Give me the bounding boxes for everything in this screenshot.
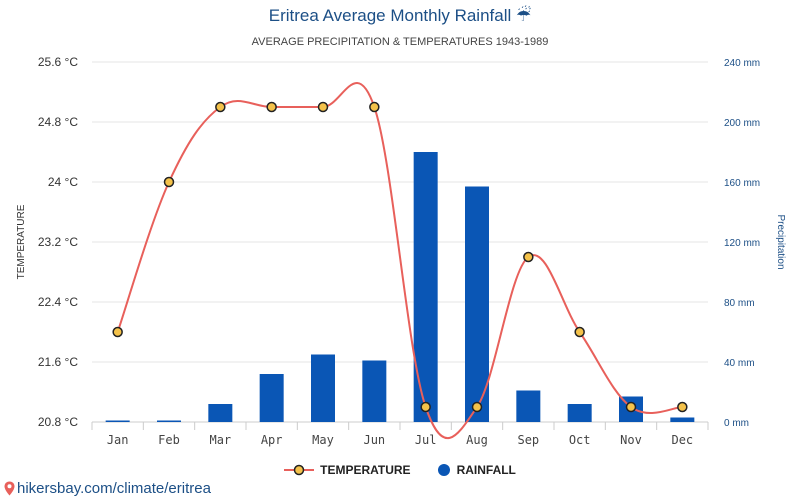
rainfall-bar[interactable] — [311, 354, 335, 423]
x-tick-label: Aug — [466, 433, 488, 447]
y-axis-label-left: TEMPERATURE — [16, 204, 27, 279]
y-tick-label-left: 23.2 °C — [38, 235, 78, 249]
x-tick-label: Sep — [517, 433, 539, 447]
y-tick-label-left: 24 °C — [48, 175, 78, 189]
temperature-point[interactable] — [163, 176, 175, 188]
y-tick-label-left: 25.6 °C — [38, 55, 78, 69]
x-tick-label: May — [312, 433, 334, 447]
temperature-point[interactable] — [420, 401, 431, 413]
x-tick-label: Jun — [363, 433, 385, 447]
x-tick-label: Nov — [620, 433, 642, 447]
rainfall-bar[interactable] — [105, 420, 130, 423]
chart-subtitle: AVERAGE PRECIPITATION & TEMPERATURES 194… — [251, 36, 549, 48]
temperature-point[interactable] — [574, 326, 585, 338]
temperature-point[interactable] — [215, 101, 226, 113]
y-tick-label-left: 22.4 °C — [38, 295, 78, 309]
x-tick-label: Feb — [158, 433, 180, 447]
temperature-point[interactable] — [369, 101, 380, 113]
y-tick-label-right: 0 mm — [724, 418, 749, 429]
temperature-points — [112, 101, 688, 413]
y-tick-label-left: 24.8 °C — [38, 115, 78, 129]
rainfall-bar[interactable] — [670, 417, 695, 423]
y-tick-label-right: 80 mm — [724, 298, 755, 309]
temperature-point[interactable] — [677, 401, 688, 413]
temperature-point[interactable] — [266, 101, 277, 113]
y-tick-label-right: 120 mm — [724, 238, 760, 249]
legend-item-rainfall[interactable]: RAINFALL — [437, 463, 516, 477]
temperature-line — [116, 82, 683, 440]
rainfall-bars — [105, 152, 695, 423]
x-tick-label: Jan — [107, 433, 129, 447]
y-tick-label-right: 160 mm — [724, 178, 760, 189]
temperature-point[interactable] — [471, 401, 483, 413]
rainfall-bar[interactable] — [465, 186, 489, 423]
y-tick-label-right: 40 mm — [724, 358, 755, 369]
x-tick-label: Dec — [671, 433, 693, 447]
temperature-point[interactable] — [317, 101, 329, 113]
rainfall-bar[interactable] — [413, 152, 438, 422]
source-text: hikersbay.com/climate/eritrea — [17, 480, 211, 497]
temperature-point[interactable] — [625, 401, 637, 413]
legend-rainfall-label: RAINFALL — [456, 463, 516, 477]
y-tick-label-right: 200 mm — [724, 118, 760, 129]
rainfall-bar[interactable] — [259, 374, 284, 422]
temperature-point[interactable] — [112, 326, 123, 338]
rainfall-bar[interactable] — [157, 420, 181, 423]
x-tick-label: Mar — [209, 433, 231, 447]
y-tick-label-right: 240 mm — [724, 58, 760, 69]
rainfall-legend-icon — [437, 464, 450, 476]
umbrella-rain-icon: ☔ — [516, 6, 532, 25]
x-tick-label: Oct — [569, 433, 591, 447]
rainfall-bar[interactable] — [516, 390, 541, 423]
temperature-legend-icon — [284, 464, 315, 476]
chart-title: Eritrea Average Monthly Rainfall ☔ — [0, 6, 800, 26]
y-tick-label-left: 21.6 °C — [38, 355, 78, 369]
y-tick-label-left: 20.8 °C — [38, 415, 78, 429]
chart-title-text: Eritrea Average Monthly Rainfall — [268, 6, 512, 25]
legend-item-temperature[interactable]: TEMPERATURE — [284, 463, 411, 477]
grid-layer — [91, 61, 709, 430]
legend-temperature-label: TEMPERATURE — [320, 463, 411, 477]
x-tick-label: Apr — [261, 433, 283, 447]
temperature-point[interactable] — [523, 251, 534, 263]
chart-legend: TEMPERATURE RAINFALL — [0, 463, 800, 477]
temperature-line-layer — [116, 82, 683, 440]
source-link[interactable]: hikersbay.com/climate/eritrea — [4, 480, 211, 497]
rainfall-bar[interactable] — [567, 404, 592, 422]
rainfall-bar[interactable] — [208, 404, 233, 422]
x-tick-label: Jul — [415, 433, 437, 447]
map-pin-icon — [4, 481, 15, 496]
axis-labels-layer: 25.6 °C 240 mm 24.8 °C 200 mm 24 °C 160 mm 23.… — [16, 55, 786, 447]
rainfall-bar[interactable] — [362, 360, 387, 423]
y-axis-label-right: Precipitation — [775, 214, 786, 269]
